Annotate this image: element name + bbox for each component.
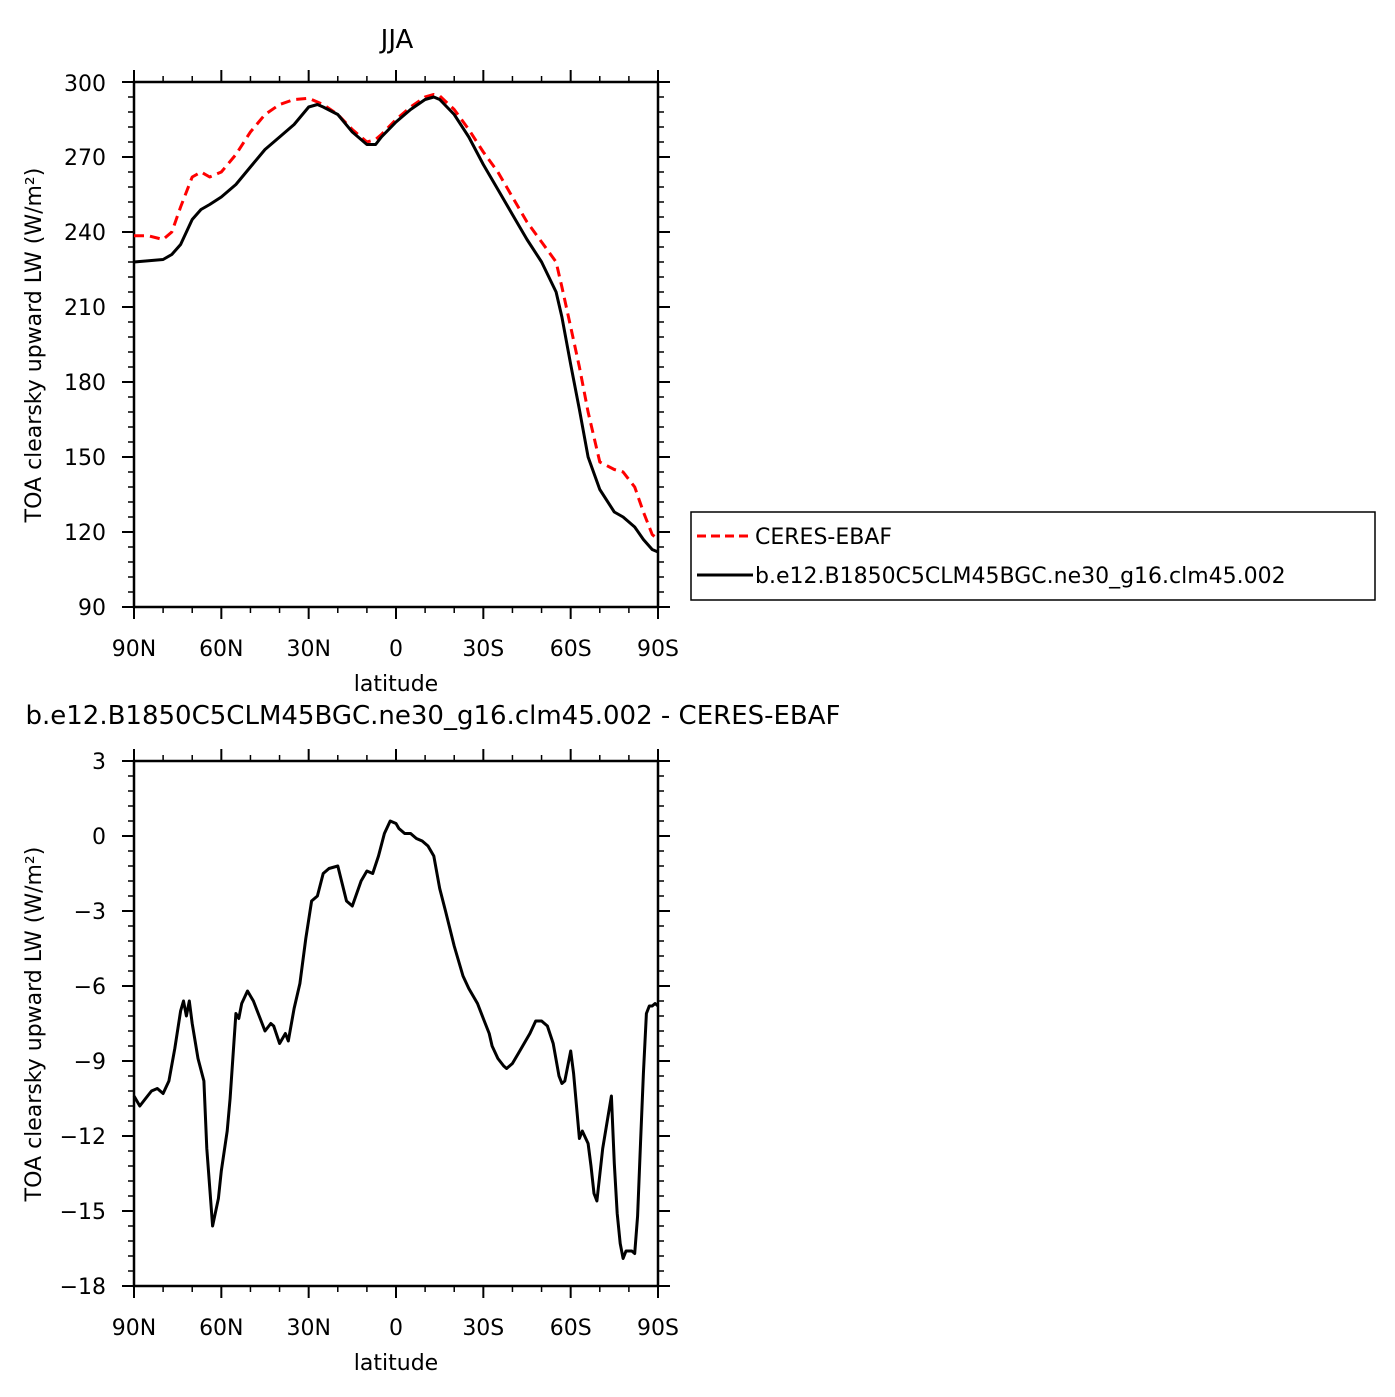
bottom-xtick-label: 60S xyxy=(550,1316,592,1341)
bottom-xtick-label: 90N xyxy=(112,1316,156,1341)
top-xtick-label: 60S xyxy=(550,637,592,662)
top-plot-title: JJA xyxy=(379,25,414,55)
bottom-ytick-label: −12 xyxy=(60,1125,106,1150)
bottom-xtick-label: 30N xyxy=(286,1316,330,1341)
top-axis-ticks xyxy=(122,70,670,619)
bottom-xtick-label: 30S xyxy=(462,1316,504,1341)
bottom-xtick-label: 0 xyxy=(389,1316,403,1341)
top-ytick-label: 210 xyxy=(64,296,106,321)
legend-label-model: b.e12.B1850C5CLM45BGC.ne30_g16.clm45.002 xyxy=(755,564,1286,589)
bottom-axis-ticks xyxy=(122,749,670,1298)
top-y-axis-title: TOA clearsky upward LW (W/m²) xyxy=(22,168,47,524)
top-ytick-label: 300 xyxy=(64,72,106,97)
top-ytick-label: 270 xyxy=(64,146,106,171)
bottom-xtick-label: 60N xyxy=(199,1316,243,1341)
bottom-x-axis-title: latitude xyxy=(354,1351,438,1376)
top-series-lines xyxy=(133,93,659,554)
top-series-line-model xyxy=(133,95,659,554)
top-xtick-label: 90N xyxy=(112,637,156,662)
top-x-axis-title: latitude xyxy=(354,672,438,697)
bottom-ytick-label: −3 xyxy=(74,900,106,925)
bottom-ytick-label: −18 xyxy=(60,1275,106,1300)
bottom-ytick-label: −6 xyxy=(74,975,106,1000)
bottom-ytick-label: 0 xyxy=(92,825,106,850)
top-series-line-ceres-ebaf xyxy=(134,93,659,541)
bottom-panel: b.e12.B1850C5CLM45BGC.ne30_g16.clm45.002… xyxy=(22,701,841,1376)
legend-box xyxy=(690,511,1376,601)
top-panel: JJA 90N 60N 30N 0 30S 60S 90S 90 120 150… xyxy=(22,25,679,697)
top-xtick-label: 30N xyxy=(286,637,330,662)
bottom-plot-title: b.e12.B1850C5CLM45BGC.ne30_g16.clm45.002… xyxy=(25,701,840,731)
top-xtick-label: 30S xyxy=(462,637,504,662)
bottom-ytick-label: −9 xyxy=(74,1050,106,1075)
legend: CERES-EBAF b.e12.B1850C5CLM45BGC.ne30_g1… xyxy=(690,511,1376,601)
top-ytick-label: 240 xyxy=(64,221,106,246)
top-xtick-label: 60N xyxy=(199,637,243,662)
bottom-ytick-label: 3 xyxy=(92,750,106,775)
bottom-ytick-label: −15 xyxy=(60,1200,106,1225)
top-ytick-label: 180 xyxy=(64,371,106,396)
top-xtick-label: 0 xyxy=(389,637,403,662)
top-ytick-label: 150 xyxy=(64,446,106,471)
top-ytick-label: 120 xyxy=(64,521,106,546)
top-xtick-label: 90S xyxy=(637,637,679,662)
legend-label-ceres: CERES-EBAF xyxy=(755,525,892,550)
bottom-y-axis-title: TOA clearsky upward LW (W/m²) xyxy=(22,847,47,1203)
top-ytick-label: 90 xyxy=(78,596,106,621)
top-plot-frame xyxy=(132,80,660,609)
bottom-series-line-difference xyxy=(132,819,659,1260)
bottom-xtick-label: 90S xyxy=(637,1316,679,1341)
bottom-series-lines xyxy=(132,819,659,1260)
